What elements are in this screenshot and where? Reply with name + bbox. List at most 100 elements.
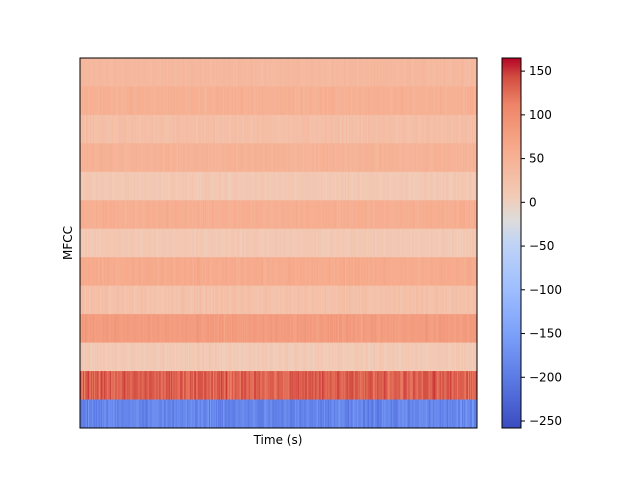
heatmap-cell (311, 314, 313, 344)
heatmap-cell (409, 314, 411, 344)
heatmap-cell (104, 228, 107, 258)
heatmap-cell (258, 114, 261, 144)
heatmap-cell (345, 228, 348, 258)
heatmap-cell (162, 228, 164, 258)
heatmap-cell (377, 342, 380, 372)
heatmap-cell (366, 314, 369, 344)
heatmap-cell (250, 143, 253, 173)
heatmap-cell (274, 200, 276, 230)
heatmap-cell (417, 200, 419, 230)
heatmap-cell (285, 342, 287, 372)
heatmap-cell (329, 58, 331, 87)
heatmap-cell (88, 342, 91, 372)
heatmap-cell (386, 200, 389, 230)
heatmap-cell (144, 285, 146, 315)
heatmap-cell (355, 171, 358, 201)
heatmap-cell (90, 58, 93, 87)
heatmap-cell (236, 228, 239, 258)
heatmap-cell (436, 314, 438, 344)
heatmap-cell (178, 58, 180, 87)
heatmap-cell (227, 143, 230, 173)
heatmap-cell (340, 371, 342, 400)
heatmap-cell (102, 285, 105, 315)
heatmap-cell (342, 228, 344, 258)
heatmap-cell (133, 143, 135, 173)
heatmap-cell (340, 342, 342, 372)
heatmap-cell (261, 285, 264, 315)
heatmap-cell (369, 86, 372, 116)
heatmap-cell (298, 257, 300, 287)
heatmap-cell (389, 171, 392, 201)
heatmap-cell (217, 314, 220, 344)
heatmap-cell (115, 58, 118, 87)
heatmap-cell (392, 228, 395, 258)
heatmap-cell (182, 143, 184, 173)
heatmap-cell (202, 114, 204, 144)
heatmap-cell (92, 171, 95, 201)
heatmap-cell (439, 257, 441, 287)
heatmap-cell (196, 399, 198, 429)
heatmap-cell (362, 86, 365, 116)
heatmap-cell (203, 86, 205, 116)
heatmap-cell (111, 342, 114, 372)
heatmap-cell (386, 342, 389, 372)
heatmap-cell (278, 314, 280, 344)
heatmap-cell (414, 257, 416, 287)
heatmap-cell (315, 228, 317, 258)
heatmap-cell (301, 342, 303, 372)
heatmap-cell (475, 257, 477, 287)
heatmap-cell (174, 228, 176, 258)
heatmap-cell (422, 86, 424, 116)
heatmap-cell (239, 371, 242, 400)
heatmap-cell (372, 371, 375, 400)
heatmap-cell (369, 342, 372, 372)
heatmap-cell (195, 228, 197, 258)
heatmap-cell (340, 228, 342, 258)
heatmap-cell (470, 285, 472, 315)
heatmap-cell (214, 200, 217, 230)
heatmap-cell (411, 342, 413, 372)
heatmap-cell (208, 114, 210, 144)
heatmap-cell (305, 114, 307, 144)
heatmap-cell (237, 86, 240, 116)
heatmap-cell (473, 143, 475, 173)
heatmap-cell (317, 171, 319, 201)
heatmap-cell (344, 200, 347, 230)
heatmap-cell (249, 86, 252, 116)
heatmap-cell (309, 171, 311, 201)
heatmap-cell (99, 114, 102, 144)
heatmap-cell (315, 86, 317, 116)
heatmap-cell (299, 257, 301, 287)
heatmap-cell (98, 86, 101, 116)
heatmap-cell (93, 342, 96, 372)
heatmap-cell (448, 200, 450, 230)
heatmap-cell (224, 371, 227, 400)
heatmap-cell (173, 200, 175, 230)
heatmap-cell (179, 257, 181, 287)
heatmap-cell (446, 143, 448, 173)
heatmap-cell (379, 171, 382, 201)
heatmap-cell (110, 371, 113, 400)
heatmap-cell (123, 399, 126, 429)
heatmap-cell (133, 257, 135, 287)
heatmap-cell (195, 200, 197, 230)
heatmap-cell (427, 171, 429, 201)
heatmap-cell (308, 86, 310, 116)
heatmap-cell (370, 342, 373, 372)
heatmap-cell (115, 114, 118, 144)
heatmap-cell (281, 285, 283, 315)
heatmap-cell (243, 342, 246, 372)
heatmap-cell (416, 86, 418, 116)
heatmap-cell (141, 371, 143, 400)
heatmap-cell (174, 342, 176, 372)
heatmap-cell (147, 257, 149, 287)
heatmap-cell (200, 58, 202, 87)
heatmap-cell (342, 143, 344, 173)
heatmap-cell (464, 371, 466, 400)
heatmap-cell (419, 285, 421, 315)
heatmap-cell (369, 314, 372, 344)
heatmap-cell (466, 143, 468, 173)
heatmap-cell (265, 86, 267, 116)
heatmap-cell (215, 228, 218, 258)
heatmap-cell (272, 342, 274, 372)
